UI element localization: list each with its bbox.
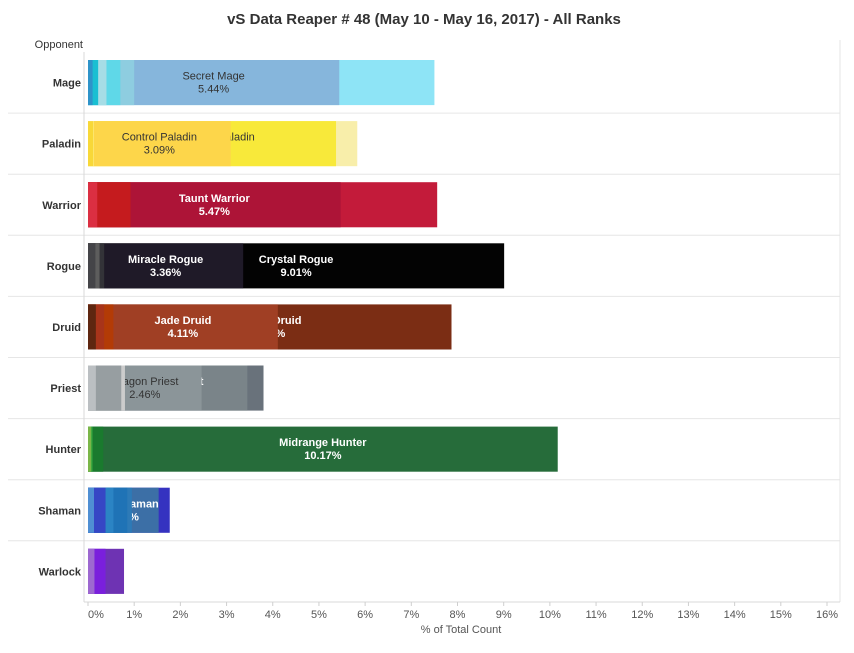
row-label-shaman: Shaman xyxy=(38,505,81,517)
x-tick-label: 0% xyxy=(88,609,104,621)
segment-value-label: 5.47% xyxy=(199,206,230,218)
row-paladin: PaladinMurloc Paladin5.83%Midrange Palad… xyxy=(8,112,840,167)
x-tick-label: 10% xyxy=(539,609,561,621)
bar-hunter-midrange-hunter[interactable] xyxy=(88,426,558,472)
x-tick-label: 11% xyxy=(585,609,606,621)
bar-druid-segment-5[interactable] xyxy=(88,304,96,350)
x-tick-label: 5% xyxy=(311,609,327,621)
bar-warlock-segment-3[interactable] xyxy=(88,548,95,594)
rows-layer: MageBurn Mage7.50%Secret Mage5.44%Paladi… xyxy=(8,60,840,594)
segment-name-label: Miracle Rogue xyxy=(128,254,203,266)
row-label-rogue: Rogue xyxy=(47,261,81,273)
row-priest: PriestSilence Priest3.80%Miracle Priest3… xyxy=(8,357,840,411)
segment-name-label: Control Paladin xyxy=(122,132,197,144)
x-tick-label: 15% xyxy=(770,609,792,621)
segment-value-label: 10.17% xyxy=(304,450,342,462)
x-axis: 0% 1% 2% 3% 4% 5% 6% 7% 8% 9% 10% 11% 12% 13% 14% 15% 16… xyxy=(83,40,841,621)
row-label-mage: Mage xyxy=(53,78,81,90)
x-tick-label: 1% xyxy=(126,609,142,621)
bar-mage-segment-6[interactable] xyxy=(88,60,99,106)
bar-paladin-segment-6[interactable] xyxy=(88,121,94,167)
bar-paladin-control-paladin[interactable] xyxy=(88,121,231,167)
row-shaman: ShamanJade Shaman1.53% xyxy=(8,479,840,533)
segment-name-label: Crystal Rogue xyxy=(259,254,334,266)
x-tick-label: 14% xyxy=(724,609,746,621)
x-tick-label: 13% xyxy=(677,609,699,621)
segment-value-label: 4.11% xyxy=(168,328,199,340)
x-tick-label: 9% xyxy=(496,609,512,621)
segment-value-label: 3.09% xyxy=(144,145,175,157)
row-label-warrior: Warrior xyxy=(42,200,81,212)
segment-name-label: Midrange Hunter xyxy=(279,437,367,449)
row-label-druid: Druid xyxy=(52,322,81,334)
chart-title: vS Data Reaper # 48 (May 10 - May 16, 20… xyxy=(227,11,621,28)
bar-mage-segment-7[interactable] xyxy=(88,60,93,106)
x-tick-label: 16% xyxy=(816,609,838,621)
x-tick-label: 4% xyxy=(265,609,281,621)
row-label-priest: Priest xyxy=(50,383,81,395)
x-tick-label: 3% xyxy=(219,609,235,621)
x-tick-label: 6% xyxy=(357,609,373,621)
segment-name-label: Secret Mage xyxy=(182,71,244,83)
segment-name-label: Taunt Warrior xyxy=(179,193,251,205)
segment-name-label: Jade Druid xyxy=(154,315,211,327)
x-tick-label: 2% xyxy=(172,609,188,621)
row-label-paladin: Paladin xyxy=(42,139,81,151)
x-tick-label: 7% xyxy=(403,609,419,621)
row-warlock: Warlock xyxy=(8,540,840,594)
segment-value-label: 3.36% xyxy=(150,267,181,279)
bar-hunter-segment-4[interactable] xyxy=(88,426,92,472)
bar-shaman-segment-7[interactable] xyxy=(88,487,95,533)
row-header-label: Opponent xyxy=(35,39,83,51)
x-axis-title: % of Total Count xyxy=(421,624,502,636)
segment-name-label: Dragon Priest xyxy=(111,376,178,388)
bar-rogue-segment-5[interactable] xyxy=(88,243,96,289)
row-label-hunter: Hunter xyxy=(46,444,82,456)
bar-priest-segment-6[interactable] xyxy=(88,365,96,411)
row-label-warlock: Warlock xyxy=(39,566,82,578)
segment-value-label: 9.01% xyxy=(280,267,311,279)
bar-rogue-miracle-rogue[interactable] xyxy=(88,243,244,289)
bar-warrior-segment-4[interactable] xyxy=(88,182,98,228)
segment-value-label: 2.46% xyxy=(129,389,160,401)
x-tick-label: 12% xyxy=(631,609,653,621)
x-tick-label: 8% xyxy=(450,609,466,621)
bar-druid-jade-druid[interactable] xyxy=(88,304,278,350)
row-warrior: WarriorPirate Warrior7.56%Taunt Warrior5… xyxy=(8,173,840,228)
segment-value-label: 5.44% xyxy=(198,84,229,96)
